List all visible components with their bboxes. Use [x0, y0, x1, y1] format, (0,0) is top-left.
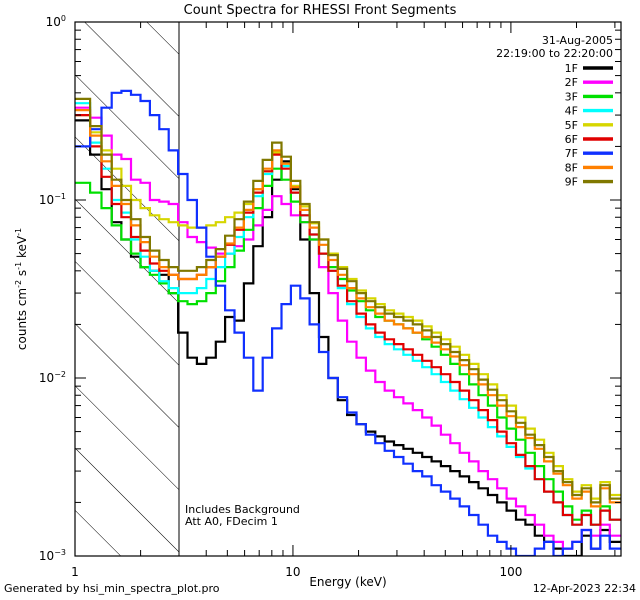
legend-label-7f: 7F — [565, 147, 578, 160]
footer-timestamp: 12-Apr-2023 22:34 — [533, 582, 636, 595]
legend-label-5f: 5F — [565, 119, 578, 132]
annotation-includes-background: Includes Background — [185, 503, 300, 516]
x-tick-label: 100 — [499, 565, 522, 579]
legend-label-6f: 6F — [565, 133, 578, 146]
observation-date: 31-Aug-2005 — [542, 34, 613, 47]
legend-label-1f: 1F — [565, 62, 578, 75]
spectrum-curve-9f — [75, 97, 621, 504]
legend-label-4f: 4F — [565, 105, 578, 118]
x-axis-tick-labels: 1 10 100 — [71, 565, 522, 579]
spectra-curves — [75, 89, 621, 556]
x-axis-label: Energy (keV) — [309, 575, 386, 589]
y-tick-label: 10−2 — [39, 370, 66, 385]
legend-label-2f: 2F — [565, 76, 578, 89]
excluded-energy-hatch-region — [75, 22, 179, 556]
annotation-attenuator-state: Att A0, FDecim 1 — [185, 515, 278, 528]
spectrum-curve-5f — [75, 114, 621, 500]
legend-label-3f: 3F — [565, 90, 578, 103]
y-axis-label: counts cm-2 s-1 keV-1 — [14, 228, 29, 350]
spectrum-curve-3f — [75, 167, 621, 526]
spectrum-curve-7f — [75, 89, 621, 556]
y-tick-label: 10−1 — [39, 192, 66, 207]
y-axis-tick-labels: 100 10−1 10−2 10−3 — [39, 14, 66, 563]
legend-label-8f: 8F — [565, 161, 578, 174]
y-tick-label: 10−3 — [39, 548, 66, 563]
legend-label-9f: 9F — [565, 176, 578, 189]
x-axis-ticks — [74, 22, 616, 556]
spectrum-curve-2f — [75, 106, 621, 550]
x-tick-label: 1 — [71, 565, 79, 579]
page-title: Count Spectra for RHESSI Front Segments — [184, 3, 457, 18]
observation-time-range: 22:19:00 to 22:20:00 — [496, 47, 613, 60]
y-tick-label: 100 — [46, 14, 66, 29]
plot-frame — [74, 21, 622, 557]
x-tick-label: 10 — [285, 565, 300, 579]
y-axis-ticks — [75, 21, 621, 557]
footer-generator: Generated by hsi_min_spectra_plot.pro — [4, 582, 220, 595]
